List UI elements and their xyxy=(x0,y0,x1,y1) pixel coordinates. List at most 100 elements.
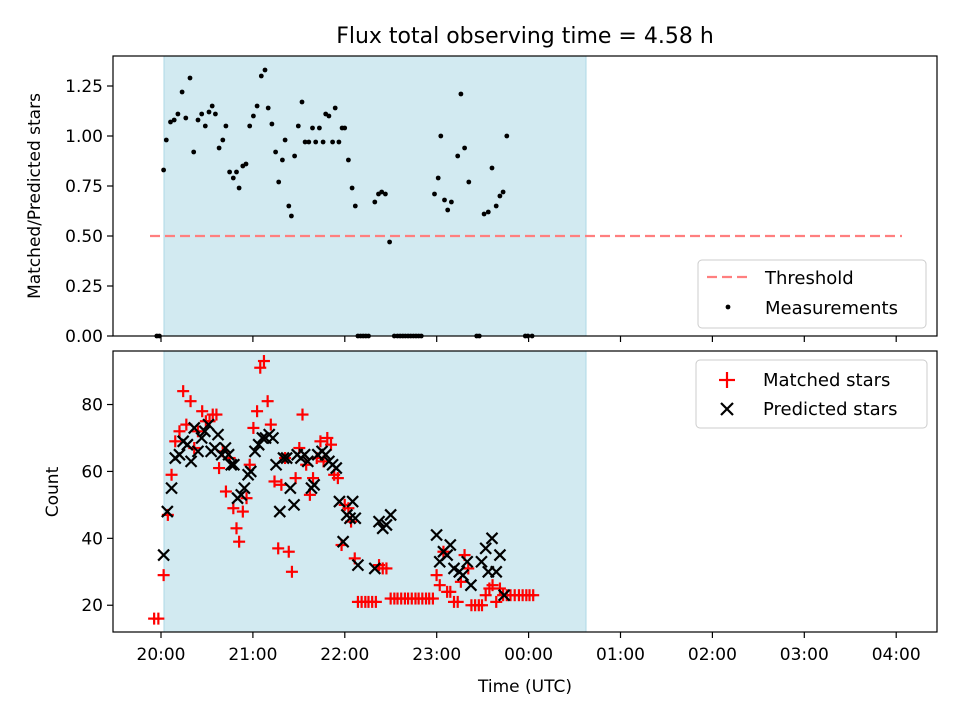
matched-star-point xyxy=(282,545,295,558)
predicted-star-stroke xyxy=(157,548,170,562)
predicted-star-stroke xyxy=(346,495,359,508)
x-tick-label: 03:00 xyxy=(780,645,829,665)
legend-predicted-label: Predicted stars xyxy=(763,399,897,420)
predicted-star-stroke xyxy=(333,495,346,508)
predicted-star-stroke xyxy=(266,431,280,445)
measurement-point xyxy=(171,117,177,123)
bottom-y-axis-label: Count xyxy=(43,466,63,517)
matched-star-point xyxy=(275,478,288,491)
predicted-star-stroke xyxy=(489,565,503,579)
predicted-star-stroke xyxy=(372,515,386,528)
predicted-star-point xyxy=(222,448,235,461)
predicted-star-stroke xyxy=(479,542,492,555)
matched-star-point xyxy=(251,405,264,418)
predicted-star-stroke xyxy=(198,425,212,438)
measurement-point xyxy=(349,185,355,191)
matched-star-point xyxy=(433,579,446,592)
measurement-point xyxy=(265,105,271,111)
x-tick-label: 00:00 xyxy=(504,645,553,665)
measurement-point xyxy=(286,203,292,209)
measurement-point xyxy=(216,145,222,151)
predicted-star-stroke xyxy=(256,431,269,445)
top-legend: Threshold Measurements xyxy=(697,259,927,329)
bottom-legend: Matched stars Predicted stars xyxy=(695,359,928,429)
predicted-star-point xyxy=(475,555,488,569)
predicted-star-stroke xyxy=(187,421,201,435)
predicted-star-point xyxy=(227,458,241,472)
matched-star-point xyxy=(261,395,274,408)
measurement-point xyxy=(438,133,444,139)
measurement-point xyxy=(206,109,212,115)
predicted-star-stroke xyxy=(301,455,315,468)
predicted-star-point xyxy=(219,441,232,455)
measurement-point xyxy=(183,115,189,121)
matched-star-point xyxy=(285,565,298,578)
bottom-y-tick-label: 60 xyxy=(81,462,103,482)
measurement-point xyxy=(258,73,264,79)
predicted-star-stroke xyxy=(319,448,332,461)
predicted-star-point xyxy=(307,478,321,492)
top-y-tick-label: 0.50 xyxy=(65,227,103,247)
matched-star-point xyxy=(157,569,170,582)
matched-star-point xyxy=(169,435,182,448)
predicted-star-point xyxy=(248,445,262,458)
measurement-point xyxy=(497,193,503,199)
predicted-star-stroke xyxy=(234,488,248,502)
measurement-point xyxy=(481,211,487,217)
predicted-star-point xyxy=(349,511,362,525)
matched-star-point xyxy=(380,562,393,575)
measurement-point xyxy=(320,139,326,145)
measurement-point xyxy=(191,149,197,155)
x-tick-label: 23:00 xyxy=(412,645,461,665)
legend-matched-label: Matched stars xyxy=(763,370,890,391)
measurement-point xyxy=(273,149,278,155)
matched-star-point xyxy=(230,522,243,535)
predicted-star-stroke xyxy=(497,588,511,602)
measurement-point xyxy=(462,145,467,151)
measurement-point xyxy=(243,161,249,167)
bottom-x-axis: 20:00 21:00 22:00 23:00 00:00 01:00 02:00 03:00… xyxy=(137,632,921,665)
predicted-star-point xyxy=(368,562,382,575)
measurement-point xyxy=(220,137,226,143)
predicted-star-stroke xyxy=(485,532,499,545)
predicted-star-stroke xyxy=(287,498,301,512)
measurement-point xyxy=(168,119,173,125)
x-axis-label: Time (UTC) xyxy=(477,677,572,697)
measurement-point xyxy=(330,139,335,145)
predicted-star-stroke xyxy=(238,481,251,495)
matched-star-point xyxy=(196,405,209,418)
predicted-star-stroke xyxy=(181,438,194,451)
predicted-stars-series xyxy=(157,418,511,602)
predicted-star-stroke xyxy=(208,441,222,455)
predicted-star-stroke xyxy=(349,511,362,525)
predicted-star-point xyxy=(372,515,386,528)
predicted-star-point xyxy=(384,508,397,522)
top-panel: 0.00 0.25 0.50 0.75 1.00 1.25 Matched/Predict… xyxy=(25,55,938,347)
matched-star-point xyxy=(165,468,178,481)
predicted-star-point xyxy=(464,578,478,592)
measurement-point xyxy=(435,175,441,181)
measurement-point xyxy=(295,123,301,129)
predicted-star-stroke xyxy=(195,431,208,445)
predicted-star-stroke xyxy=(368,562,382,575)
predicted-star-point xyxy=(336,535,350,548)
predicted-star-stroke xyxy=(460,555,474,569)
measurement-point xyxy=(269,121,275,127)
matched-star-point xyxy=(527,589,540,602)
measurement-point xyxy=(299,99,305,105)
predicted-star-stroke xyxy=(244,465,258,478)
measurement-point xyxy=(352,203,358,209)
matched-star-point xyxy=(177,385,190,398)
predicted-star-stroke xyxy=(284,481,297,495)
measurement-point xyxy=(195,117,201,123)
measurement-point xyxy=(379,189,385,195)
bottom-y-tick-label: 20 xyxy=(81,596,103,616)
matched-star-point xyxy=(213,462,226,475)
matched-star-point xyxy=(430,569,443,582)
chart-title: Flux total observing time = 4.58 h xyxy=(336,24,714,49)
measurement-point xyxy=(442,197,447,203)
predicted-star-point xyxy=(191,445,205,458)
matched-star-point xyxy=(243,458,256,471)
measurement-point xyxy=(332,105,338,111)
measurement-point xyxy=(202,123,208,129)
